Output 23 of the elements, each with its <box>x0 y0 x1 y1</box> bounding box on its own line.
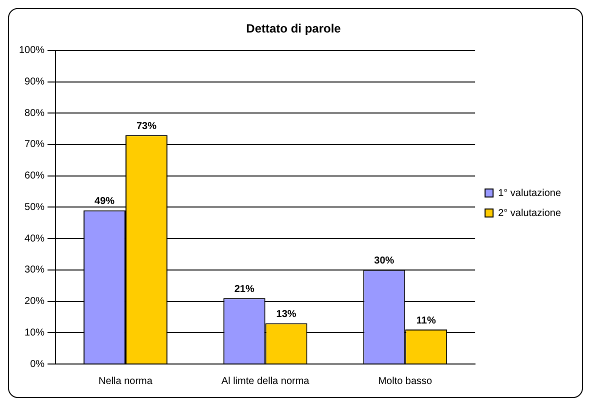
data-label: 49% <box>94 196 115 208</box>
x-tick-label: Nella norma <box>98 376 153 387</box>
y-tick-label: 70% <box>24 139 45 150</box>
y-tick-label: 80% <box>24 108 45 119</box>
data-label: 30% <box>374 256 394 267</box>
chart-title: Dettato di parole <box>246 22 342 36</box>
data-label: 13% <box>276 308 296 320</box>
y-tick-label: 20% <box>24 296 45 308</box>
y-tick-label: 50% <box>24 202 45 213</box>
y-tick-label: 10% <box>24 327 45 338</box>
y-tick-label: 0% <box>30 358 45 370</box>
legend-label: 2° valutazione <box>498 208 562 219</box>
y-tick-label: 30% <box>24 264 45 276</box>
y-tick-label: 60% <box>24 170 45 182</box>
data-label: 11% <box>416 315 436 326</box>
legend-label: 1° valutazione <box>498 188 562 199</box>
data-label: 21% <box>234 284 254 295</box>
y-tick-label: 40% <box>24 233 45 244</box>
x-tick-label: Molto basso <box>378 376 433 387</box>
y-tick-label: 100% <box>19 45 45 56</box>
y-tick-label: 90% <box>24 76 45 88</box>
x-tick-label: Al limte della norma <box>221 376 310 387</box>
data-label: 73% <box>136 120 157 132</box>
